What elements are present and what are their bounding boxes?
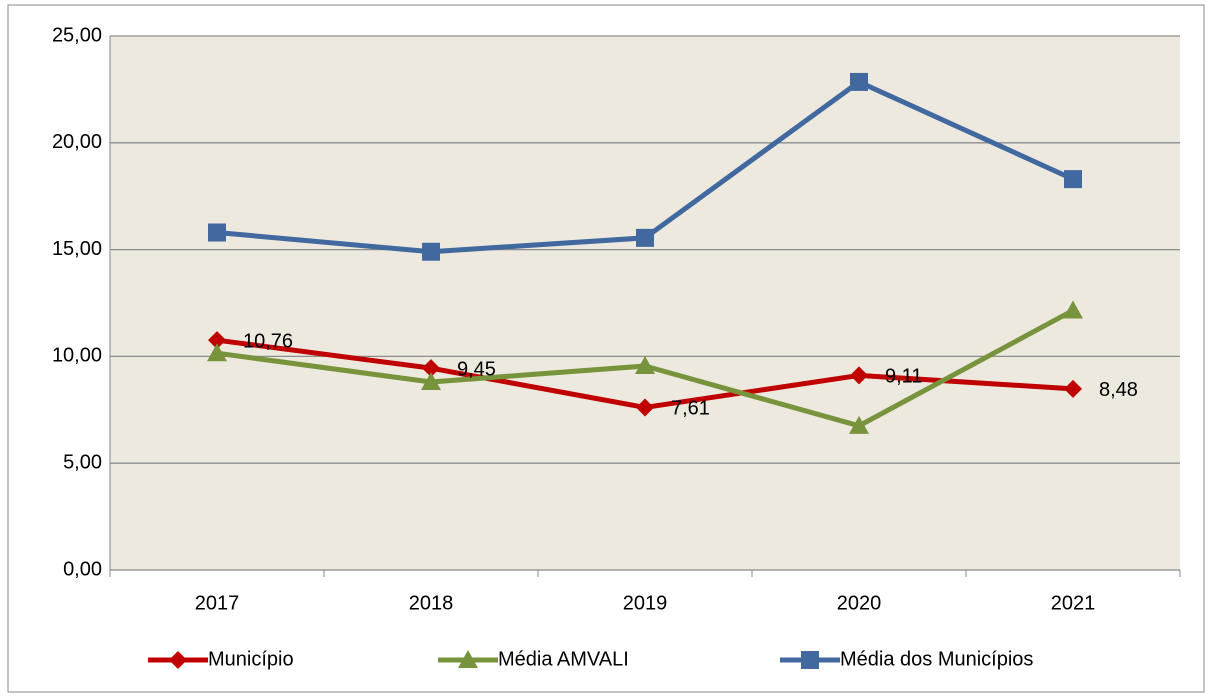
y-tick-label: 15,00 [52, 238, 102, 260]
legend-label: Município [208, 648, 294, 670]
legend-label: Média AMVALI [498, 648, 629, 670]
marker [169, 651, 187, 669]
data-label: 10,76 [243, 330, 293, 352]
y-tick-label: 0,00 [63, 558, 102, 580]
y-tick-label: 5,00 [63, 451, 102, 473]
marker [421, 372, 441, 391]
x-tick-label: 2021 [1051, 592, 1096, 614]
y-tick-label: 20,00 [52, 131, 102, 153]
marker [422, 242, 440, 261]
data-label: 9,45 [457, 358, 496, 380]
data-label: 7,61 [671, 398, 710, 420]
x-tick-label: 2017 [195, 592, 240, 614]
marker [635, 356, 655, 375]
marker [850, 72, 868, 91]
marker [636, 228, 654, 247]
y-tick-label: 10,00 [52, 345, 102, 367]
marker [458, 650, 478, 668]
x-tick-label: 2019 [623, 592, 668, 614]
marker [636, 398, 654, 417]
marker [1064, 379, 1082, 398]
marker [1063, 300, 1083, 319]
plot-area [110, 36, 1180, 570]
y-tick-label: 25,00 [52, 24, 102, 46]
data-label: 8,48 [1099, 379, 1138, 401]
marker [1064, 170, 1082, 189]
marker [208, 331, 226, 350]
x-tick-label: 2018 [409, 592, 454, 614]
marker [801, 651, 819, 669]
data-label: 9,11 [885, 366, 922, 388]
legend-label: Média dos Municípios [840, 648, 1033, 670]
marker [422, 359, 440, 378]
marker [207, 343, 227, 362]
x-tick-label: 2020 [837, 592, 882, 614]
marker [850, 366, 868, 385]
marker [208, 223, 226, 242]
marker [849, 415, 869, 434]
